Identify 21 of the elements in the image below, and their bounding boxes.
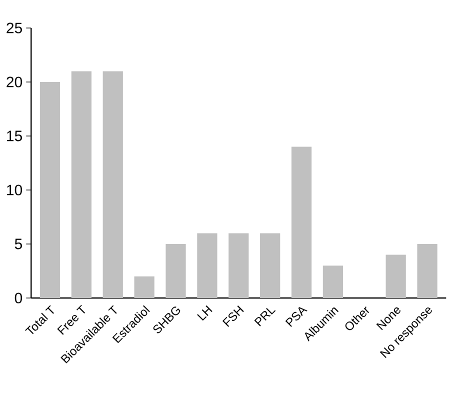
x-tick-label: PRL [254, 308, 276, 326]
bar [322, 266, 344, 298]
bar [291, 146, 312, 298]
y-tick-label: 20 [6, 76, 22, 88]
x-tick-label: LH [197, 305, 212, 321]
y-tick-label: 10 [7, 184, 22, 196]
y-tick-label: 15 [7, 130, 22, 142]
y-tick-label: 25 [6, 22, 22, 34]
y-tick-label: 5 [14, 238, 22, 250]
bar [260, 233, 280, 298]
bar [166, 244, 186, 298]
y-tick-label: 0 [14, 292, 22, 304]
bar [417, 244, 438, 298]
bar [134, 276, 154, 298]
bar [71, 71, 92, 298]
bar [197, 233, 218, 298]
bar [102, 71, 123, 298]
bar [386, 254, 406, 298]
bar [228, 233, 249, 298]
x-tick-label: PSA [285, 307, 308, 327]
bar [40, 82, 60, 298]
